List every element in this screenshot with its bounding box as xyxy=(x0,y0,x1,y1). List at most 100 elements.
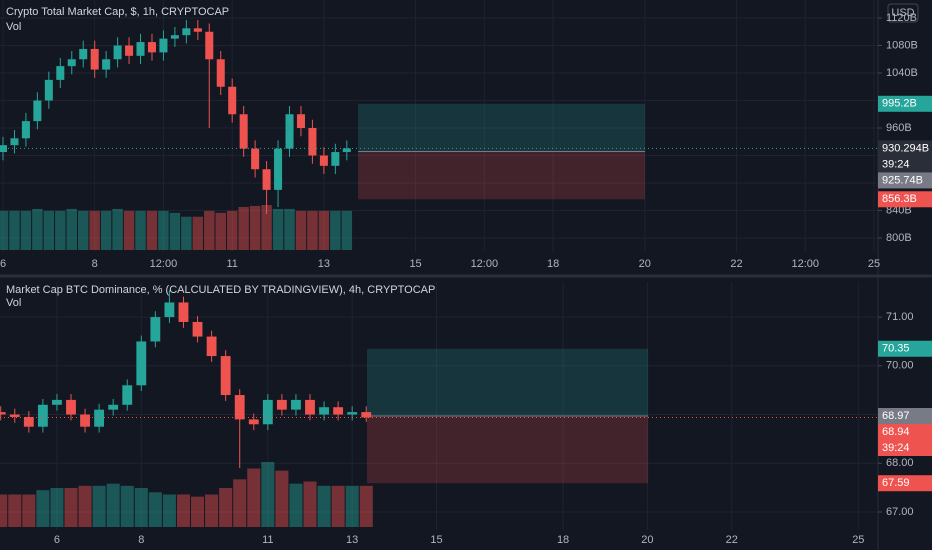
target-price-label: 70.35 xyxy=(882,343,910,355)
chart-title: Market Cap BTC Dominance, % (CALCULATED … xyxy=(6,284,435,296)
x-tick-label: 12:00 xyxy=(150,258,178,270)
volume-bar xyxy=(191,496,205,527)
countdown-box xyxy=(878,156,932,173)
volume-bar xyxy=(9,210,20,250)
candle-body xyxy=(147,42,156,53)
stop-price-box xyxy=(878,191,932,208)
volume-bar xyxy=(204,210,215,250)
loss-zone xyxy=(366,415,649,484)
x-tick-label: 25 xyxy=(852,534,864,546)
x-tick-label: 20 xyxy=(641,534,653,546)
entry-price-label: 925.74B xyxy=(882,174,923,186)
volume-bar xyxy=(359,485,373,527)
volume-label: Vol xyxy=(6,297,21,309)
volume-bar xyxy=(272,208,284,250)
volume-bar xyxy=(162,494,176,527)
candle-body xyxy=(178,302,189,322)
stop-price-label: 856.3B xyxy=(882,193,917,205)
x-tick-label: 6 xyxy=(0,258,6,270)
volume-bar xyxy=(89,210,100,250)
candle-body xyxy=(56,66,65,80)
x-tick-label: 11 xyxy=(262,534,273,546)
x-tick-label: 18 xyxy=(557,534,569,546)
chart-title: Crypto Total Market Cap, $, 1h, CRYPTOCA… xyxy=(6,6,229,18)
candle-body xyxy=(333,407,344,415)
volume-bar xyxy=(295,210,307,250)
candle-body xyxy=(308,127,317,156)
volume-bar xyxy=(289,483,303,527)
volume-bar xyxy=(0,210,9,250)
entry-price-box xyxy=(878,172,932,189)
target-price-box xyxy=(878,340,932,357)
last-price-box xyxy=(878,140,932,157)
stop-price-box xyxy=(878,475,932,492)
candle-body xyxy=(52,399,62,405)
volume-bar xyxy=(20,210,32,250)
candle-body xyxy=(66,399,76,415)
candle-body xyxy=(10,138,19,146)
candle-body xyxy=(113,45,122,60)
candle-body xyxy=(274,148,283,190)
candle-body xyxy=(0,145,8,153)
volume-bar xyxy=(307,210,318,250)
volume-bar xyxy=(261,462,275,527)
candle-body xyxy=(296,114,305,128)
volume-bar xyxy=(120,485,134,527)
candle-body xyxy=(206,336,217,357)
x-tick-label: 22 xyxy=(726,534,738,546)
volume-bar xyxy=(233,479,247,527)
candle-body xyxy=(262,169,271,190)
candle-body xyxy=(276,399,287,410)
candle-body xyxy=(122,385,133,405)
candle-body xyxy=(262,399,273,425)
candle-body xyxy=(108,404,119,410)
volume-bar xyxy=(181,216,192,250)
x-tick-label: 12:00 xyxy=(471,258,499,270)
volume-bar xyxy=(205,494,219,527)
volume-bar xyxy=(238,206,249,250)
candle-body xyxy=(305,399,315,415)
stop-price-label: 67.59 xyxy=(882,477,910,489)
y-tick-label: 1120B xyxy=(886,12,917,24)
volume-bar xyxy=(148,492,162,527)
candle-body xyxy=(319,407,329,415)
candle-body xyxy=(90,48,99,70)
volume-bar xyxy=(43,210,55,250)
volume-bar xyxy=(331,485,345,527)
candle-body xyxy=(44,79,53,101)
y-tick-label: 840B xyxy=(886,204,912,216)
x-tick-label: 20 xyxy=(639,258,651,270)
candle-body xyxy=(136,341,147,386)
volume-bar xyxy=(317,485,331,527)
candle-body xyxy=(182,28,191,36)
countdown-label: 39:24 xyxy=(882,442,910,454)
candle-body xyxy=(205,31,214,60)
y-tick-label: 960B xyxy=(886,122,912,134)
volume-bar xyxy=(249,205,261,250)
currency-button[interactable] xyxy=(887,3,919,23)
volume-bar xyxy=(247,468,261,527)
candle-body xyxy=(125,45,134,56)
x-tick-label: 22 xyxy=(730,258,742,270)
volume-bar xyxy=(92,485,106,527)
x-tick-label: 13 xyxy=(318,258,330,270)
volume-bar xyxy=(176,494,191,527)
currency[interactable]: USD xyxy=(891,7,914,19)
volume-bar xyxy=(134,488,148,527)
volume-bar xyxy=(330,210,341,250)
candle-body xyxy=(234,395,245,420)
x-tick-label: 18 xyxy=(547,258,559,270)
y-tick-label: 68.00 xyxy=(886,457,914,469)
volume-bar xyxy=(112,208,123,250)
volume-bar xyxy=(78,485,92,527)
candle-body xyxy=(94,409,105,427)
y-tick-label: 800B xyxy=(886,232,912,244)
entry-price-label: 68.97 xyxy=(882,410,910,422)
candle-body xyxy=(319,155,328,166)
target-price-label: 995.2B xyxy=(882,98,917,110)
x-tick-label: 15 xyxy=(430,534,442,546)
volume-bar xyxy=(275,470,289,527)
candle-body xyxy=(291,399,301,410)
y-tick-label: 1040B xyxy=(886,67,918,79)
